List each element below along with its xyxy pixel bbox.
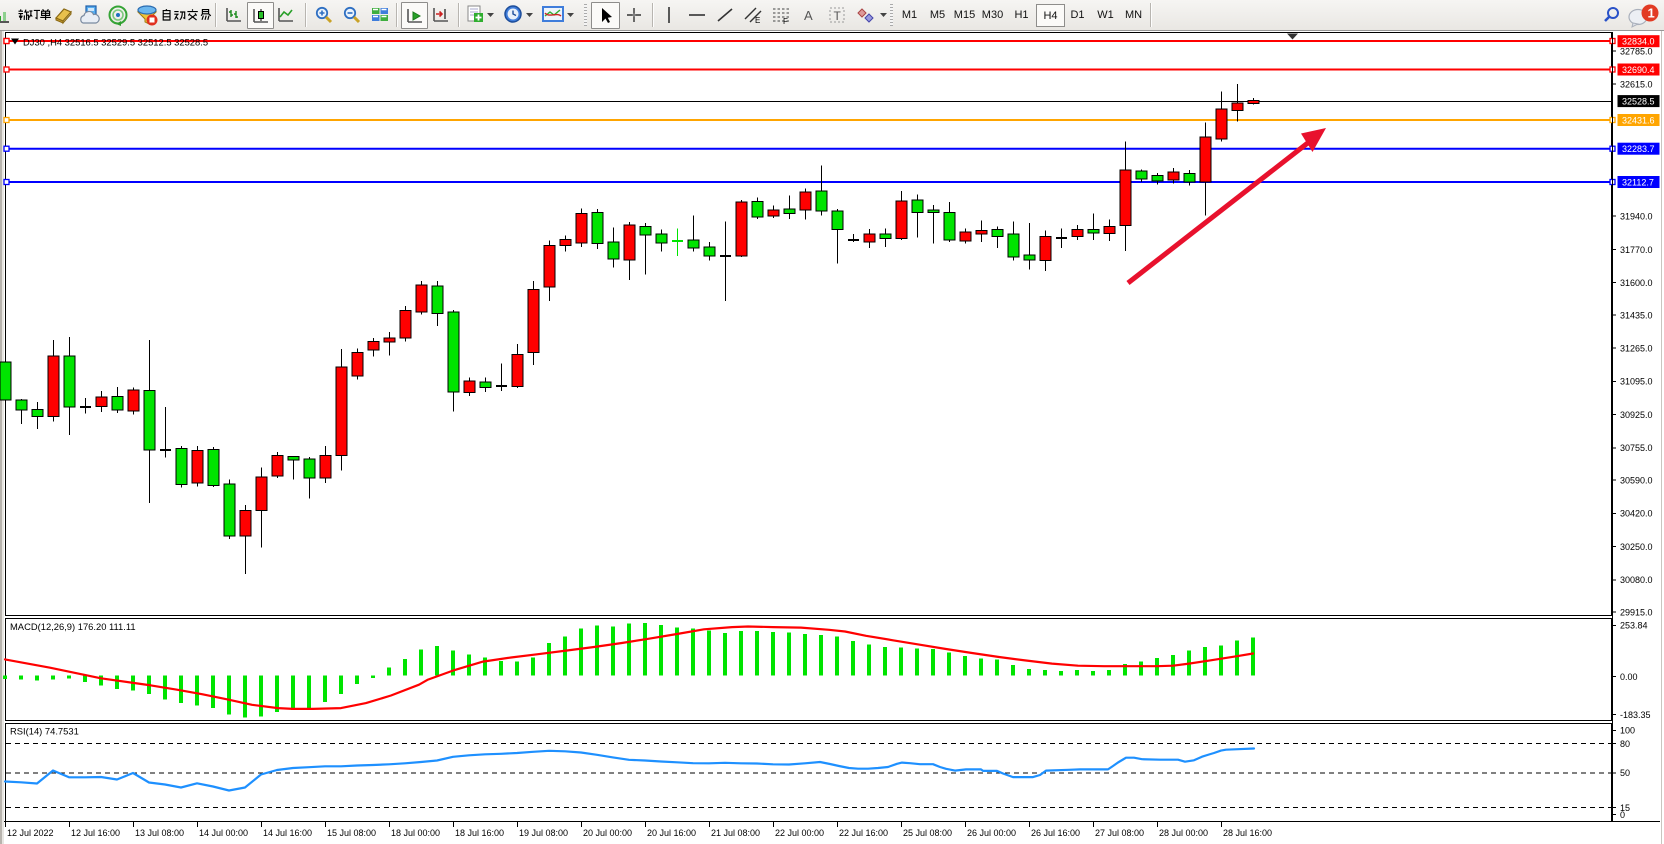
svg-text:0.00: 0.00 [1620,672,1638,682]
svg-text:25 Jul 08:00: 25 Jul 08:00 [903,828,952,838]
svg-text:20 Jul 16:00: 20 Jul 16:00 [647,828,696,838]
svg-text:30590.0: 30590.0 [1620,475,1653,485]
svg-text:253.84: 253.84 [1620,621,1648,631]
svg-text:28 Jul 16:00: 28 Jul 16:00 [1223,828,1272,838]
svg-text:32690.4: 32690.4 [1622,65,1655,75]
svg-text:21 Jul 08:00: 21 Jul 08:00 [711,828,760,838]
svg-text:RSI(14) 74.7531: RSI(14) 74.7531 [10,726,79,737]
svg-text:26 Jul 16:00: 26 Jul 16:00 [1031,828,1080,838]
svg-text:27 Jul 08:00: 27 Jul 08:00 [1095,828,1144,838]
svg-text:31600.0: 31600.0 [1620,278,1653,288]
svg-text:32785.0: 32785.0 [1620,46,1653,56]
svg-text:30250.0: 30250.0 [1620,542,1653,552]
svg-text:20 Jul 00:00: 20 Jul 00:00 [583,828,632,838]
svg-text:29915.0: 29915.0 [1620,607,1653,617]
svg-text:30420.0: 30420.0 [1620,509,1653,519]
svg-text:31095.0: 31095.0 [1620,377,1653,387]
svg-text:DJ30 ,H4 32516.5 32529.5 3251: DJ30 ,H4 32516.5 32529.5 32512.5 32528.5 [23,37,208,48]
svg-text:30925.0: 30925.0 [1620,410,1653,420]
svg-text:100: 100 [1620,726,1635,736]
svg-text:18 Jul 00:00: 18 Jul 00:00 [391,828,440,838]
svg-text:32834.0: 32834.0 [1622,37,1655,47]
svg-text:30080.0: 30080.0 [1620,575,1653,585]
svg-text:22 Jul 00:00: 22 Jul 00:00 [775,828,824,838]
svg-text:32112.7: 32112.7 [1622,177,1654,187]
svg-text:50: 50 [1620,768,1630,778]
svg-text:0: 0 [1620,810,1625,820]
svg-text:32615.0: 32615.0 [1620,80,1653,90]
svg-text:30755.0: 30755.0 [1620,443,1653,453]
svg-text:13 Jul 08:00: 13 Jul 08:00 [135,828,184,838]
svg-text:15: 15 [1620,803,1630,813]
svg-text:28 Jul 00:00: 28 Jul 00:00 [1159,828,1208,838]
svg-text:1: 1 [1648,6,1655,21]
svg-text:A: A [804,8,813,23]
svg-text:22 Jul 16:00: 22 Jul 16:00 [839,828,888,838]
svg-text:26 Jul 00:00: 26 Jul 00:00 [967,828,1016,838]
svg-text:T: T [834,9,842,23]
svg-text:18 Jul 16:00: 18 Jul 16:00 [455,828,504,838]
svg-text:31940.0: 31940.0 [1620,212,1653,222]
svg-text:31435.0: 31435.0 [1620,310,1653,320]
svg-text:80: 80 [1620,739,1630,749]
svg-text:12 Jul 2022: 12 Jul 2022 [7,828,54,838]
svg-text:-183.35: -183.35 [1620,710,1651,720]
svg-text:32528.5: 32528.5 [1622,96,1655,106]
svg-text:31265.0: 31265.0 [1620,344,1653,354]
svg-text:15 Jul 08:00: 15 Jul 08:00 [327,828,376,838]
svg-text:32283.7: 32283.7 [1622,144,1655,154]
svg-text:E: E [755,16,760,25]
svg-text:14 Jul 00:00: 14 Jul 00:00 [199,828,248,838]
svg-text:14 Jul 16:00: 14 Jul 16:00 [263,828,312,838]
svg-text:31770.0: 31770.0 [1620,245,1653,255]
svg-text:12 Jul 16:00: 12 Jul 16:00 [71,828,120,838]
svg-text:F: F [783,17,788,25]
svg-text:MACD(12,26,9) 176.20 111.11: MACD(12,26,9) 176.20 111.11 [10,621,136,632]
svg-text:19 Jul 08:00: 19 Jul 08:00 [519,828,568,838]
svg-text:32431.6: 32431.6 [1622,115,1655,125]
